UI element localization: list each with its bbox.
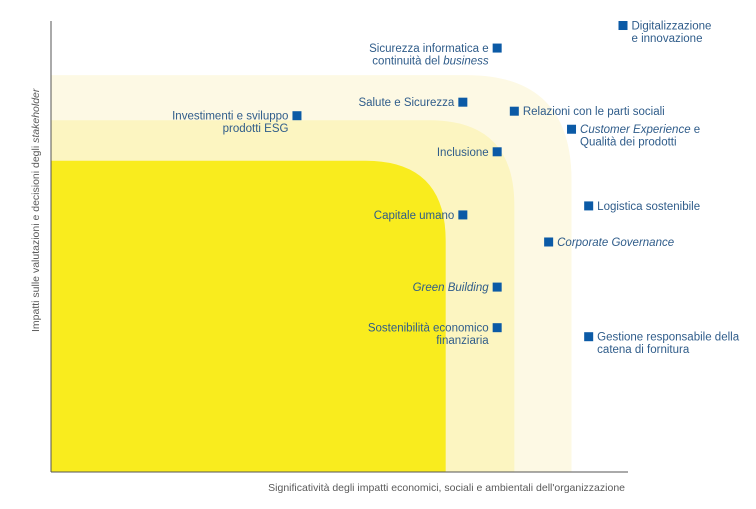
point-marker [544,237,554,247]
point-capitale-umano: Capitale umano [374,210,468,222]
point-label: Relazioni con le parti sociali [523,106,665,118]
point-marker [492,43,502,53]
point-customer-experience: Customer Experience e Qualità dei prodott… [567,124,700,149]
point-sostenibilita-economico: Sostenibilità economico finanziaria [368,323,502,348]
x-axis-title: Significatività degli impatti economici,… [268,482,625,494]
point-salute-sicurezza: Salute e Sicurezza [358,97,468,109]
point-label: Customer Experience e Qualità dei prodott… [580,124,700,149]
point-green-building: Green Building [413,282,502,294]
point-label: Sostenibilità economico finanziaria [368,323,489,348]
point-logistica-sostenibile: Logistica sostenibile [584,201,700,213]
zone-inner [51,160,446,472]
point-investimenti-esg: Investimenti e sviluppo prodotti ESG [172,111,302,136]
point-label: Investimenti e sviluppo prodotti ESG [172,111,288,136]
point-marker [509,106,519,116]
y-axis-title: Impatti sulle valutazioni e decisioni de… [30,88,42,332]
point-label: Inclusione [437,147,489,159]
point-label: Capitale umano [374,210,455,222]
point-marker [584,201,594,211]
point-marker [492,323,502,333]
point-label: Sicurezza informatica e continuità del bu… [369,43,489,67]
point-marker [567,124,577,134]
point-marker [492,147,502,157]
point-marker [458,210,468,220]
point-digitalizzazione: Digitalizzazione e innovazione [618,21,712,45]
point-sicurezza-informatica: Sicurezza informatica e continuità del bu… [369,43,502,68]
point-corporate-governance: Corporate Governance [544,237,674,249]
point-relazioni-parti-sociali: Relazioni con le parti sociali [509,106,665,118]
point-marker [492,282,502,292]
point-label: Digitalizzazione e innovazione [632,21,712,45]
point-marker [292,111,302,121]
point-label: Gestione responsabile della catena di for… [597,332,740,357]
point-label: Logistica sostenibile [597,201,700,213]
point-marker [584,332,594,342]
point-label: Corporate Governance [557,237,674,249]
materiality-zones [51,75,572,473]
point-label: Green Building [413,282,490,294]
point-marker [458,97,468,107]
point-marker [618,21,628,31]
data-points: Digitalizzazione e innovazione Sicurezza i… [172,21,740,357]
point-gestione-fornitura: Gestione responsabile della catena di for… [584,332,740,357]
point-inclusione: Inclusione [437,147,502,159]
point-label: Salute e Sicurezza [358,97,454,109]
